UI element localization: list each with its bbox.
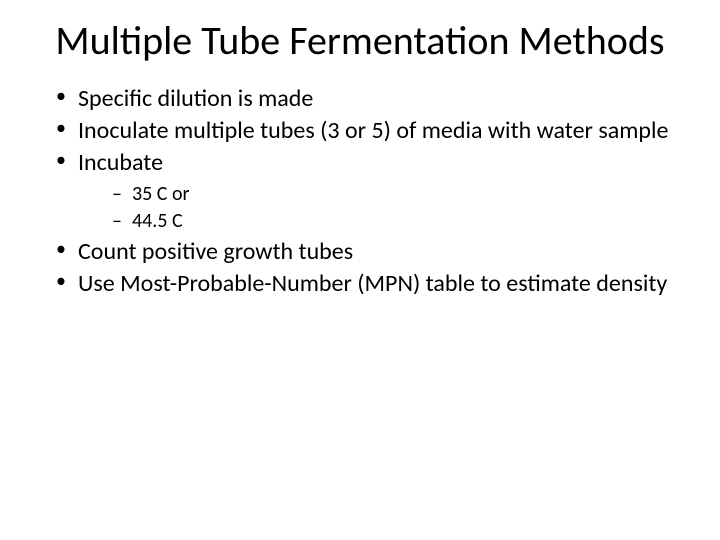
bullet-list: Specific dilution is made Inoculate mult… (40, 84, 680, 299)
sub-bullet-item: 35 C or (108, 181, 680, 207)
bullet-item: Count positive growth tubes (52, 237, 680, 267)
bullet-item: Specific dilution is made (52, 84, 680, 114)
bullet-item: Incubate 35 C or 44.5 C (52, 148, 680, 234)
sub-bullet-list: 35 C or 44.5 C (78, 181, 680, 234)
bullet-text: Incubate (78, 148, 163, 177)
bullet-item: Inoculate multiple tubes (3 or 5) of med… (52, 116, 680, 146)
slide-title: Multiple Tube Fermentation Methods (40, 18, 680, 64)
bullet-item: Use Most-Probable-Number (MPN) table to … (52, 269, 680, 299)
sub-bullet-item: 44.5 C (108, 208, 680, 234)
